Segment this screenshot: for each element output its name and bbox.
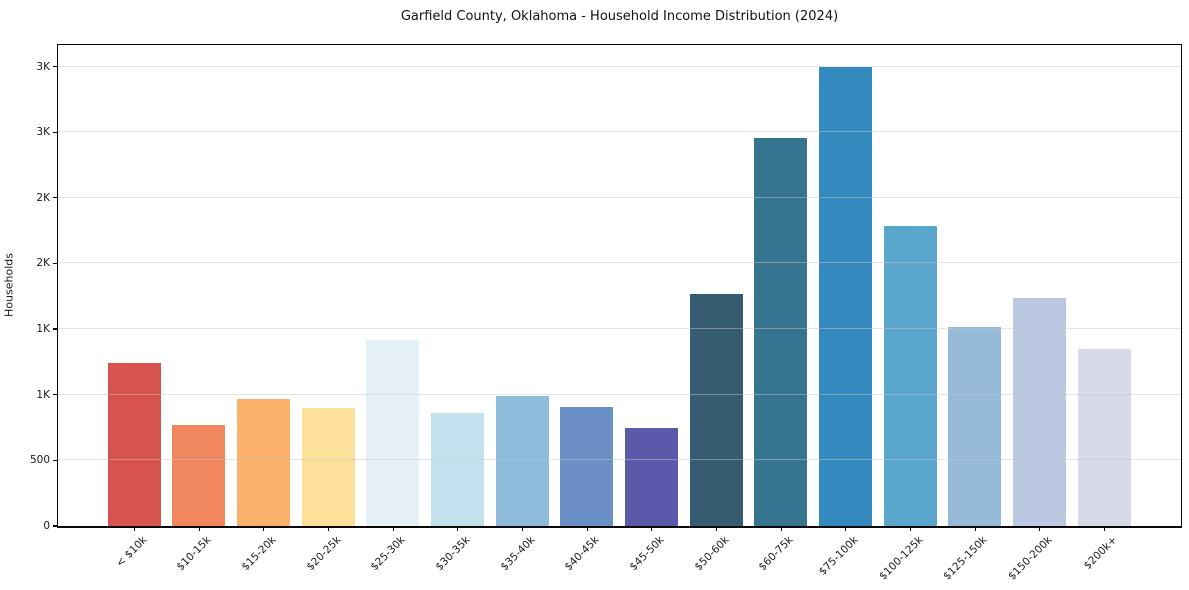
bar-200k xyxy=(1077,348,1131,526)
x-tick-label: $15-20k xyxy=(239,534,279,574)
bar-20-25k xyxy=(301,408,355,526)
y-tick-label: 1K xyxy=(36,323,50,336)
x-tick-label: $150-200k xyxy=(1005,534,1055,583)
bar-25-30k xyxy=(366,339,420,526)
y-tick-mark xyxy=(52,262,58,265)
x-tick-label: $35-40k xyxy=(497,534,537,574)
y-tick-label: 0 xyxy=(43,520,50,532)
chart-title: Garfield County, Oklahoma - Household In… xyxy=(400,9,839,24)
bar-40-45k xyxy=(560,406,614,526)
x-tick-label: $45-50k xyxy=(627,534,667,574)
x-tick-mark xyxy=(263,526,265,531)
bar-125-150k xyxy=(948,326,1002,526)
bar-60-75k xyxy=(754,137,808,526)
bar-10k xyxy=(107,363,161,526)
bar-35-40k xyxy=(495,395,549,526)
x-tick-mark xyxy=(1103,526,1106,531)
y-tick-mark xyxy=(52,131,58,133)
x-tick-mark xyxy=(133,526,136,531)
x-tick-mark xyxy=(780,526,782,531)
x-tick-label: < $10k xyxy=(113,534,149,570)
x-tick-mark xyxy=(198,526,200,531)
bar-15-20k xyxy=(236,399,290,526)
x-tick-mark xyxy=(586,526,588,531)
x-tick-mark xyxy=(1039,526,1041,531)
x-tick-mark xyxy=(457,526,459,531)
x-tick-mark xyxy=(715,526,718,531)
bar-150-200k xyxy=(1012,297,1066,526)
y-tick-label: 500 xyxy=(29,454,50,467)
bar-10-15k xyxy=(172,425,226,526)
plot-area xyxy=(56,43,1182,528)
x-tick-mark xyxy=(909,526,912,531)
x-tick-mark xyxy=(392,526,394,531)
y-tick-mark xyxy=(52,394,58,396)
y-tick-mark xyxy=(52,328,58,330)
bar-75-100k xyxy=(818,67,872,526)
bars-layer xyxy=(58,45,1181,526)
y-tick-mark xyxy=(52,65,58,68)
x-tick-mark xyxy=(327,526,330,531)
bar-30-35k xyxy=(430,413,484,526)
x-tick-mark xyxy=(521,526,524,531)
bar-45-50k xyxy=(624,427,678,526)
y-tick-mark xyxy=(52,459,58,461)
bar-100-125k xyxy=(883,225,937,526)
x-tick-label: $60-75k xyxy=(756,534,796,574)
x-tick-mark xyxy=(974,526,976,531)
y-tick-mark xyxy=(52,525,58,527)
y-tick-label: 3K xyxy=(36,60,50,73)
y-tick-label: 3K xyxy=(36,126,50,139)
y-tick-mark xyxy=(52,197,58,199)
y-tick-label: 2K xyxy=(36,191,50,204)
x-tick-mark xyxy=(845,526,847,531)
x-tick-label: $50-60k xyxy=(691,534,731,574)
x-tick-label: $125-150k xyxy=(941,534,990,583)
y-tick-label: 2K xyxy=(36,257,50,270)
x-tick-label: $100-125k xyxy=(876,534,925,583)
x-tick-label: $10-15k xyxy=(174,534,214,574)
bar-50-60k xyxy=(689,294,743,526)
x-tick-label: $40-45k xyxy=(562,534,602,574)
y-tick-label: 1K xyxy=(36,388,50,401)
x-tick-label: $25-30k xyxy=(368,534,408,574)
x-tick-label: $75-100k xyxy=(816,534,861,578)
x-tick-label: $200k+ xyxy=(1081,534,1119,572)
x-tick-mark xyxy=(651,526,653,531)
x-tick-label: $20-25k xyxy=(303,534,343,574)
x-tick-label: $30-35k xyxy=(433,534,473,574)
